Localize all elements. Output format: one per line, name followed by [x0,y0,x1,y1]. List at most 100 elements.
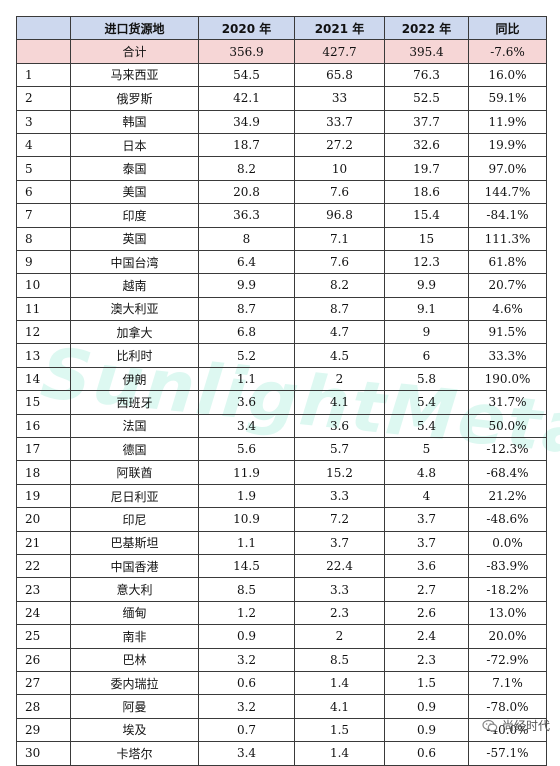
table-row: 19 尼日利亚 1.9 3.3 4 21.2% [16,483,547,509]
row-rank: 1 [16,62,71,88]
row-2020: 3.2 [198,647,295,672]
row-yoy: -18.2% [468,577,547,602]
row-yoy: -84.1% [468,203,547,228]
row-2021: 1.5 [294,717,385,743]
table-row: 7 印度 36.3 96.8 15.4 -84.1% [16,203,547,228]
row-2021: 33 [294,86,385,111]
row-2022: 3.7 [384,507,469,532]
row-2020: 0.9 [198,624,295,649]
row-yoy: -12.3% [468,437,547,462]
table-row: 20 印尼 10.9 7.2 3.7 -48.6% [16,507,547,532]
row-2021: 8.5 [294,647,385,672]
row-2021: 7.2 [294,507,385,532]
row-source-name: 委内瑞拉 [70,670,199,696]
row-2020: 54.5 [198,62,295,88]
row-source-name: 加拿大 [70,320,199,345]
row-source-name: 马来西亚 [70,62,199,88]
row-yoy: 19.9% [468,132,547,158]
total-2020: 356.9 [198,39,295,64]
row-yoy: 97.0% [468,156,547,181]
table-row: 28 阿曼 3.2 4.1 0.9 -78.0% [16,694,547,719]
row-2022: 0.9 [384,717,469,743]
row-rank: 20 [16,507,71,532]
row-2021: 96.8 [294,203,385,228]
row-2022: 4.8 [384,460,469,485]
row-rank: 12 [16,320,71,345]
row-2020: 6.8 [198,320,295,345]
row-2021: 8.2 [294,273,385,298]
table-row: 4 日本 18.7 27.2 32.6 19.9% [16,132,547,158]
row-rank: 19 [16,483,71,509]
row-2021: 3.7 [294,530,385,555]
row-2022: 2.3 [384,647,469,672]
row-2022: 2.4 [384,624,469,649]
row-2021: 2 [294,366,385,392]
row-2021: 7.6 [294,249,385,275]
import-sources-table: 进口货源地 2020 年 2021 年 2022 年 同比 合计 356.9 4… [16,15,547,766]
row-2021: 1.4 [294,741,385,766]
badge-label: 尚经时代 [501,719,550,733]
row-yoy: 16.0% [468,62,547,88]
row-rank: 2 [16,86,71,111]
row-2020: 1.9 [198,483,295,509]
row-2021: 3.3 [294,577,385,602]
row-source-name: 巴林 [70,647,199,672]
row-rank: 17 [16,437,71,462]
table-row: 5 泰国 8.2 10 19.7 97.0% [16,156,547,181]
row-2022: 9 [384,320,469,345]
row-2022: 1.5 [384,670,469,696]
row-2021: 65.8 [294,62,385,88]
table-row: 3 韩国 34.9 33.7 37.7 11.9% [16,109,547,134]
row-yoy: 21.2% [468,483,547,509]
row-2020: 3.6 [198,390,295,415]
row-yoy: 111.3% [468,226,547,251]
row-2022: 6 [384,343,469,368]
row-rank: 18 [16,460,71,485]
row-2021: 5.7 [294,437,385,462]
row-source-name: 伊朗 [70,366,199,392]
row-source-name: 俄罗斯 [70,86,199,111]
row-2020: 10.9 [198,507,295,532]
table-row: 18 阿联酋 11.9 15.2 4.8 -68.4% [16,460,547,485]
row-2020: 1.1 [198,366,295,392]
row-rank: 28 [16,694,71,719]
table-row: 11 澳大利亚 8.7 8.7 9.1 4.6% [16,296,547,322]
row-source-name: 中国台湾 [70,249,199,275]
row-2022: 5.4 [384,413,469,439]
row-source-name: 阿联酋 [70,460,199,485]
row-rank: 27 [16,670,71,696]
header-2022: 2022 年 [384,15,469,41]
table-row: 23 意大利 8.5 3.3 2.7 -18.2% [16,577,547,602]
row-source-name: 日本 [70,132,199,158]
total-rank [16,39,71,64]
total-2022: 395.4 [384,39,469,64]
row-2022: 3.6 [384,553,469,579]
row-yoy: 4.6% [468,296,547,322]
row-2020: 1.1 [198,530,295,555]
row-2020: 5.2 [198,343,295,368]
row-2022: 5.8 [384,366,469,392]
row-yoy: 33.3% [468,343,547,368]
total-label: 合计 [70,39,199,64]
row-2021: 4.1 [294,694,385,719]
row-source-name: 意大利 [70,577,199,602]
row-2021: 3.6 [294,413,385,439]
row-2020: 8.5 [198,577,295,602]
row-2022: 4 [384,483,469,509]
row-rank: 24 [16,600,71,626]
row-source-name: 泰国 [70,156,199,181]
header-2021: 2021 年 [294,15,385,41]
wechat-icon [482,719,498,732]
row-yoy: 61.8% [468,249,547,275]
table-row: 8 英国 8 7.1 15 111.3% [16,226,547,251]
row-2022: 15.4 [384,203,469,228]
row-2021: 15.2 [294,460,385,485]
row-2020: 0.7 [198,717,295,743]
table-row: 16 法国 3.4 3.6 5.4 50.0% [16,413,547,439]
row-2022: 2.6 [384,600,469,626]
row-2022: 9.1 [384,296,469,322]
row-2020: 8.7 [198,296,295,322]
row-rank: 16 [16,413,71,439]
row-2022: 76.3 [384,62,469,88]
row-2021: 2 [294,624,385,649]
